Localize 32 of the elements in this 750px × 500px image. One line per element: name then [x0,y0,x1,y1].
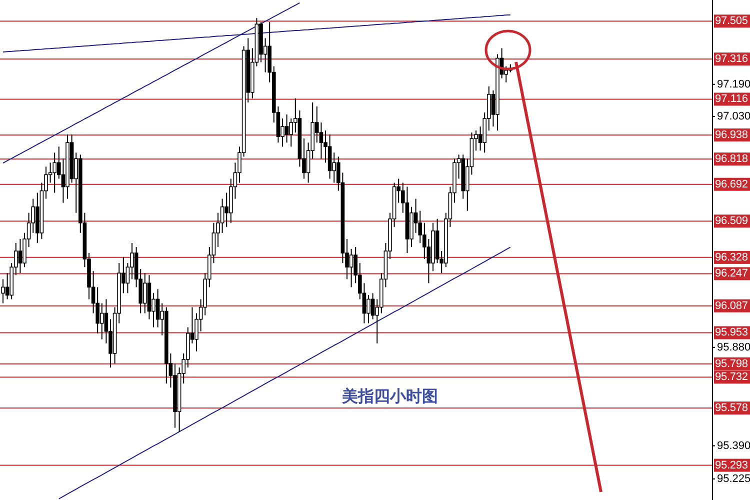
candlestick [370,292,375,320]
line-series [58,246,511,500]
ref-line-label: 96.247 [715,268,748,280]
ref-line-label: 95.293 [715,459,748,472]
y-tick-label: 95.880 [717,341,750,354]
ref-line-label: 96.087 [715,300,748,312]
candlestick [366,294,370,324]
ref-line-label: 95.798 [715,358,748,370]
y-tick-label: 95.390 [717,440,750,452]
candlestick [18,238,22,274]
y-tick-label: 97.030 [717,110,750,122]
ref-line-label: 96.328 [715,251,748,264]
candlestick [349,248,354,288]
candlestick [130,242,134,280]
ref-line-label: 95.732 [715,371,748,384]
ref-line-label: 96.938 [715,128,748,141]
ref-line-label: 95.578 [715,402,748,414]
ref-line-label: 96.692 [715,178,748,190]
candlestick [220,198,224,234]
ref-line-label: 97.116 [715,93,748,106]
y-tick-label: 97.190 [717,78,750,90]
candlestick [156,288,160,328]
y-tick-label: 95.225 [717,472,750,485]
ref-line-label: 95.953 [715,326,748,339]
ref-line-label: 97.505 [715,15,748,28]
candlestick [319,122,324,160]
ref-line-label: 97.316 [715,53,748,66]
candlestick [284,114,289,144]
ref-line-label: 96.509 [715,215,748,228]
candlestick [1,278,5,304]
ref-line-label: 96.818 [715,153,748,166]
text: 美指四小时图 [341,386,438,406]
